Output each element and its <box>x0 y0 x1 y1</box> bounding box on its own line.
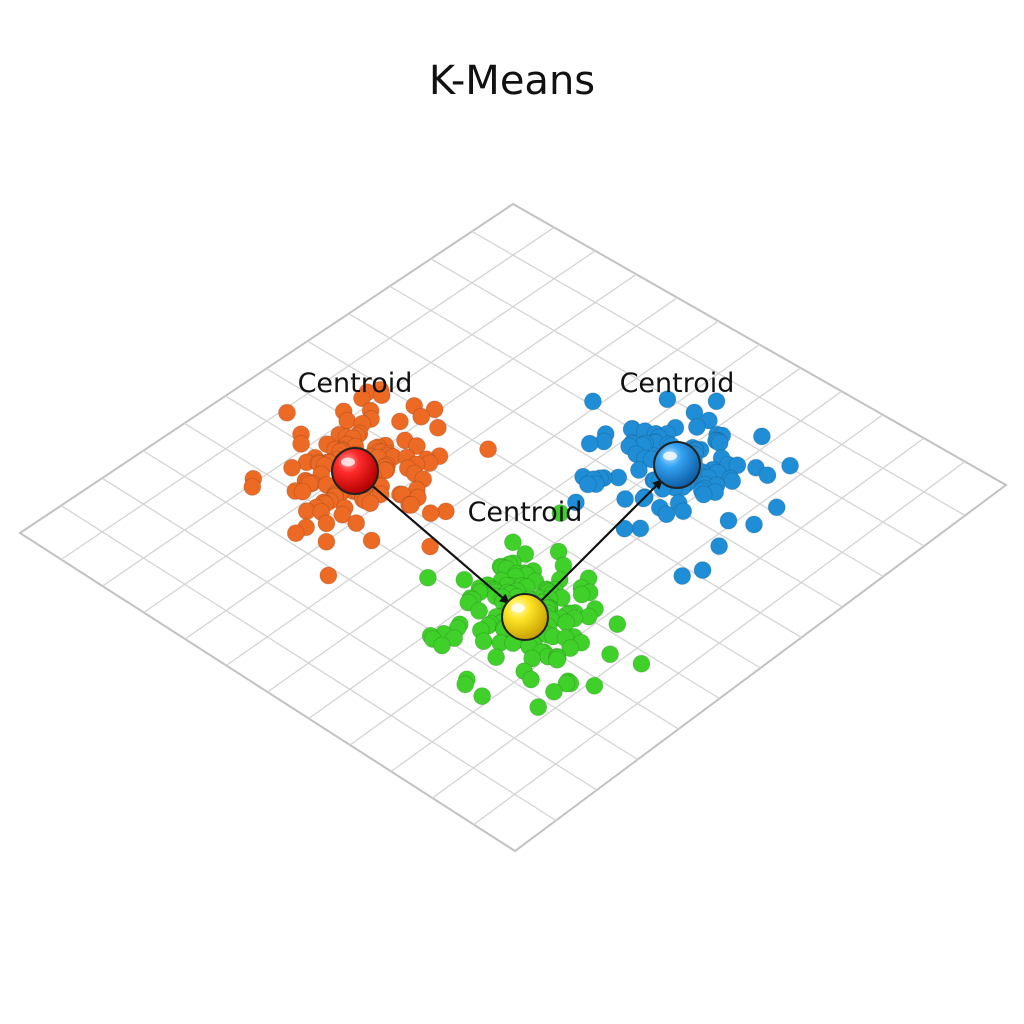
centroid-arrows <box>372 479 663 605</box>
data-point <box>362 531 381 550</box>
data-point <box>687 418 706 436</box>
grid-line <box>473 461 966 826</box>
centroid-label: Centroid <box>468 497 583 528</box>
data-point <box>412 407 431 426</box>
data-point <box>557 674 576 693</box>
data-point <box>474 632 493 651</box>
data-point <box>319 566 338 585</box>
data-point <box>522 670 540 689</box>
data-point <box>428 418 447 437</box>
data-point <box>421 537 440 556</box>
data-point <box>632 654 651 673</box>
data-point <box>283 458 301 477</box>
data-point <box>292 434 311 453</box>
data-point <box>583 392 602 411</box>
data-point <box>425 400 444 419</box>
centroid-label: Centroid <box>620 368 735 399</box>
data-point <box>402 495 421 514</box>
centroid-highlight <box>663 451 677 461</box>
data-point <box>578 475 597 494</box>
data-point <box>529 698 548 717</box>
data-point <box>601 645 620 664</box>
data-point <box>407 437 426 455</box>
data-point <box>710 537 729 556</box>
data-point <box>421 504 440 523</box>
centroid-sphere <box>501 593 549 641</box>
data-point <box>433 636 451 655</box>
data-point <box>278 403 296 422</box>
data-point <box>479 440 498 459</box>
data-point <box>673 567 692 585</box>
data-point <box>752 427 771 446</box>
data-point <box>561 639 580 658</box>
data-point <box>548 650 567 669</box>
centroid-label: Centroid <box>298 368 413 399</box>
data-point <box>767 498 786 517</box>
centroids <box>331 441 701 641</box>
data-point <box>473 687 492 706</box>
data-point <box>694 485 713 504</box>
data-point <box>631 519 650 538</box>
grid-line <box>60 505 557 822</box>
centroid-labels: Centroid Centroid Centroid <box>298 368 735 528</box>
data-point <box>616 490 635 508</box>
data-point <box>243 477 262 496</box>
data-point <box>781 456 800 475</box>
data-point <box>693 561 712 580</box>
data-point <box>333 505 352 524</box>
data-point <box>353 389 371 408</box>
grid-line <box>101 477 598 791</box>
data-point <box>523 649 542 668</box>
data-point <box>286 524 305 543</box>
isometric-grid-plane <box>18 202 1008 853</box>
centroid-arrow <box>541 479 663 601</box>
data-point <box>758 466 777 485</box>
data-point <box>608 615 627 634</box>
data-point <box>455 570 474 589</box>
data-point <box>470 601 489 620</box>
data-point <box>551 504 570 523</box>
data-point <box>347 514 366 533</box>
data-point <box>436 502 455 521</box>
data-point <box>456 675 475 694</box>
diagram-title: K-Means <box>428 58 596 104</box>
centroid-arrow <box>372 485 510 605</box>
data-point <box>487 648 506 667</box>
data-point <box>674 502 693 521</box>
data-point <box>544 682 563 701</box>
data-point <box>361 494 380 513</box>
data-point <box>503 533 522 552</box>
data-point <box>580 434 599 453</box>
data-point <box>372 386 391 405</box>
data-point <box>723 472 742 491</box>
data-point <box>317 532 336 551</box>
data-point <box>572 585 591 604</box>
data-point <box>710 434 729 452</box>
data-point <box>516 545 535 563</box>
data-point <box>317 514 336 533</box>
centroid-sphere <box>331 447 379 495</box>
data-point <box>615 519 634 538</box>
data-point <box>418 568 437 587</box>
data-point <box>566 493 585 512</box>
data-point <box>390 412 409 431</box>
data-point <box>293 482 312 501</box>
centroid-highlight <box>511 603 525 613</box>
centroid-highlight <box>341 457 355 467</box>
centroid-sphere <box>653 441 701 489</box>
data-point <box>745 515 763 534</box>
data-point <box>657 505 676 524</box>
data-point <box>719 511 738 530</box>
data-point <box>629 461 648 479</box>
data-point <box>585 676 604 695</box>
data-point <box>658 390 677 409</box>
data-point <box>707 392 726 411</box>
